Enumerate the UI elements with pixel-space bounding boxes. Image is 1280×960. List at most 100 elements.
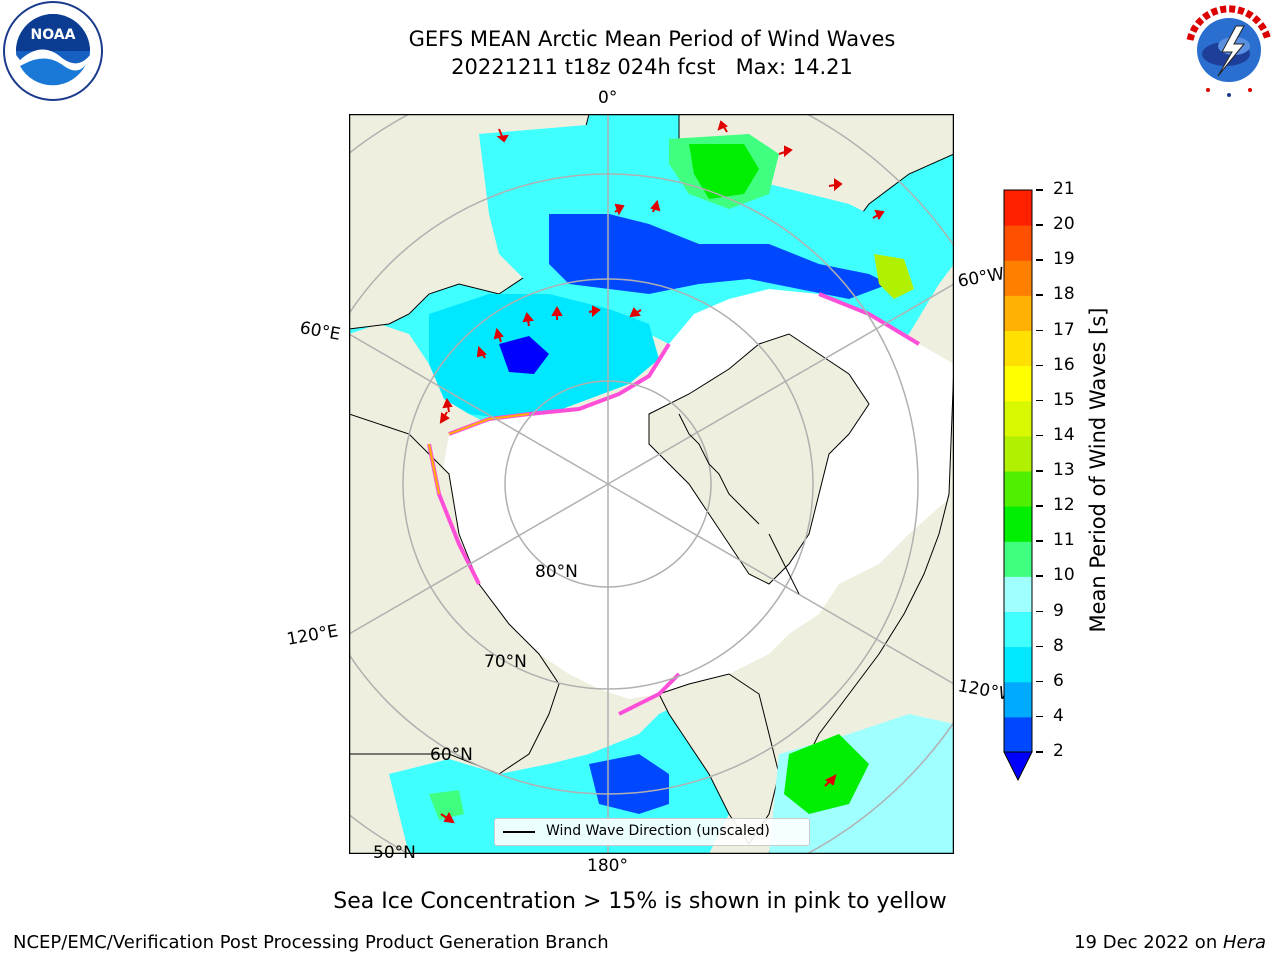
wave-arrow [650, 199, 661, 213]
canadian-archipelago-land [648, 333, 870, 585]
colorbar-tick-mark [1036, 470, 1043, 472]
meridian-60e [349, 333, 609, 485]
colorbar-tick-mark [1036, 294, 1043, 296]
svg-text:NOAA: NOAA [31, 27, 76, 43]
colorbar-tick-label: 8 [1053, 635, 1064, 656]
colorbar-tick-mark [1036, 434, 1043, 437]
colorbar-tick-mark [1036, 189, 1043, 191]
colorbar-segment [1004, 365, 1032, 402]
wave-arrow [828, 178, 843, 192]
bering-green-patch [429, 790, 464, 820]
colorbar-tick-label: 6 [1053, 670, 1064, 691]
pacific-blue-patch [589, 754, 669, 814]
lon-label-180: 180° [587, 856, 628, 876]
colorbar-tick-mark [1036, 715, 1043, 718]
pacific-wave-field [389, 704, 729, 854]
colorbar-tick-label: 2 [1053, 741, 1064, 761]
sea-ice-note: Sea Ice Concentration > 15% is shown in … [333, 889, 947, 914]
colorbar-tick-mark [1036, 399, 1043, 402]
wave-arrow [496, 128, 509, 143]
barents-blue-patch [499, 336, 549, 374]
colorbar-tick-label: 21 [1053, 179, 1075, 199]
colorbar-tick-label: 4 [1053, 705, 1064, 726]
colorbar-tick-mark [1036, 224, 1043, 226]
colorbar-segment [1004, 646, 1032, 683]
lat-label-60n: 60°N [430, 745, 473, 765]
map-title: GEFS MEAN Arctic Mean Period of Wind Wav… [408, 27, 896, 51]
colorbar-segment [1004, 435, 1032, 472]
footer-date: 19 Dec 2022 on Hera [1074, 932, 1266, 953]
colorbar-tick-label: 9 [1053, 600, 1064, 621]
colorbar-tick-label: 12 [1053, 495, 1075, 516]
colorbar-tick-label: 20 [1053, 214, 1075, 235]
lat-label-80n: 80°N [535, 562, 578, 582]
colorbar-tick-label: 11 [1053, 530, 1075, 551]
colorbar-tick-mark [1036, 259, 1043, 261]
map-legend: Wind Wave Direction (unscaled) [494, 818, 810, 846]
colorbar-segment [1004, 611, 1032, 648]
colorbar [1000, 186, 1036, 786]
colorbar-segment [1004, 260, 1032, 296]
colorbar-segment [1004, 681, 1032, 718]
lon-label-0: 0° [598, 88, 618, 108]
colorbar-tick-label: 15 [1053, 389, 1075, 410]
wave-arrow [476, 345, 487, 359]
polar-stereographic-map [348, 113, 955, 855]
wave-arrow [717, 120, 728, 133]
sea-ice-edge-yellow [428, 413, 530, 495]
wave-arrow [872, 209, 885, 221]
coastline [678, 413, 760, 525]
colorbar-tick-label: 16 [1053, 354, 1075, 375]
colorbar-tick-label: 10 [1053, 565, 1075, 586]
wave-arrow [439, 411, 450, 424]
colorbar-frame [1003, 189, 1033, 753]
map-frame [348, 113, 955, 855]
wave-arrow [522, 312, 534, 327]
noaa-logo: NOAA [2, 0, 104, 102]
nws-logo [1178, 0, 1280, 100]
colorbar-segment [1004, 541, 1032, 577]
colorbar-segment [1004, 190, 1032, 226]
footer-machine: Hera [1222, 932, 1266, 953]
alaska-land [658, 673, 780, 845]
wave-arrow [629, 307, 642, 318]
colorbar-tick-label: 17 [1053, 319, 1075, 340]
colorbar-tick-mark [1036, 329, 1043, 331]
colorbar-segment [1004, 576, 1032, 612]
wave-arrow [824, 774, 837, 787]
colorbar-tick-label: 19 [1053, 249, 1075, 270]
colorbar-segment [1004, 225, 1032, 261]
gulf-of-alaska-green [784, 734, 869, 814]
graticule [349, 114, 954, 854]
colorbar-segment [1004, 330, 1032, 367]
colorbar-tick-mark [1036, 575, 1043, 577]
ocean-green-core [689, 144, 759, 199]
siberia-land [349, 413, 560, 775]
lon-label-60w: 60°W [956, 263, 1006, 292]
wave-arrow [442, 397, 453, 413]
meridian-120w [607, 483, 954, 685]
colorbar-segment [1004, 506, 1032, 542]
ocean-blue-band [549, 214, 889, 299]
wave-arrow [778, 145, 793, 158]
legend-label: Wind Wave Direction (unscaled) [546, 823, 770, 839]
colorbar-segment [1004, 471, 1032, 507]
lon-label-60e: 60°E [298, 318, 342, 345]
colorbar-under-extension [1003, 751, 1033, 782]
colorbar-segment [1004, 716, 1032, 753]
colorbar-tick-label: 13 [1053, 460, 1075, 480]
ocean-green-patch-east [874, 254, 914, 299]
colorbar-tick-label: 14 [1053, 424, 1075, 445]
wave-direction-arrows [439, 120, 885, 824]
legend-line-swatch [503, 831, 535, 833]
colorbar-tick-mark [1036, 364, 1043, 367]
wave-arrow [588, 305, 601, 318]
coastline [768, 533, 800, 595]
colorbar-tick-label: 18 [1053, 284, 1075, 305]
sea-ice-edge [427, 292, 921, 716]
footer-date-text: 19 Dec 2022 on [1074, 932, 1223, 953]
wave-arrow [493, 327, 504, 343]
colorbar-tick-mark [1036, 505, 1043, 507]
wave-arrow [614, 203, 625, 216]
colorbar-scale [1003, 189, 1033, 782]
